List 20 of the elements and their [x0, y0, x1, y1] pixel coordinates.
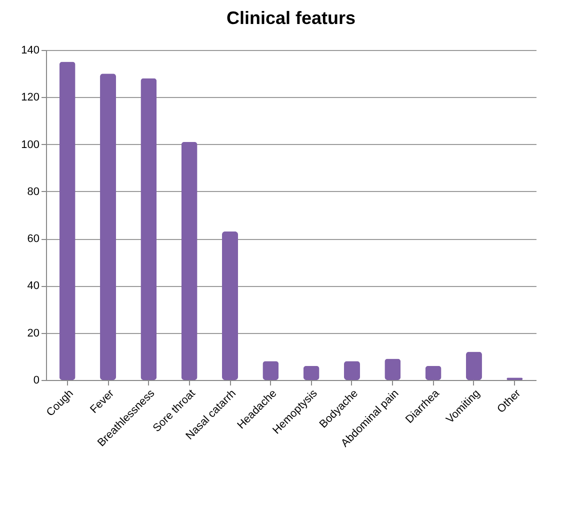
bar — [140, 78, 157, 380]
y-tick-label: 20 — [27, 327, 40, 340]
bar — [303, 366, 320, 380]
y-tick-label: 100 — [21, 138, 40, 151]
bar — [59, 62, 76, 380]
y-tick-label: 0 — [33, 374, 40, 386]
y-tick-label: 60 — [27, 233, 40, 246]
bar — [344, 361, 360, 380]
y-tick-label: 80 — [27, 186, 40, 198]
bar — [181, 142, 198, 380]
bar — [100, 74, 116, 380]
bar — [222, 232, 238, 380]
y-tick-label: 120 — [21, 92, 40, 104]
chart-title: Clinical featurs — [226, 8, 356, 28]
bar — [466, 352, 482, 380]
bar — [262, 361, 279, 380]
y-tick-label: 140 — [21, 44, 40, 56]
bar — [425, 366, 442, 380]
y-tick-label: 40 — [27, 280, 40, 292]
bar — [384, 358, 401, 380]
